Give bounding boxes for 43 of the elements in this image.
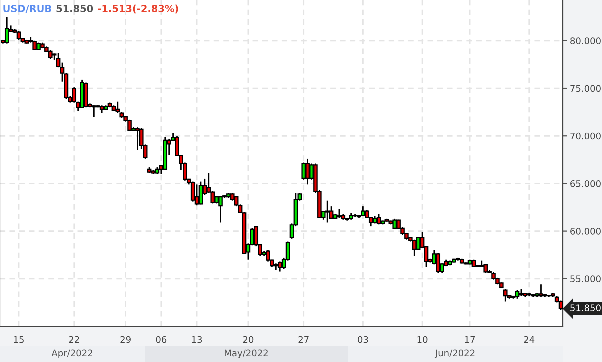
text: Jun/2022 — [434, 350, 475, 358]
x-tick-label: 22 — [69, 336, 80, 344]
y-tick-label: 55.000 — [570, 276, 601, 282]
x-tick-label: 17 — [465, 336, 475, 344]
x-tick-label: 06 — [156, 336, 167, 344]
x-tick-label: 20 — [243, 336, 254, 344]
candlestick — [4, 16, 10, 44]
candlestick — [412, 239, 417, 257]
x-tick-label: 24 — [524, 336, 535, 344]
x-tick-label: 29 — [120, 336, 131, 344]
candlestick — [198, 181, 204, 206]
candlestick — [190, 181, 196, 202]
candlestick — [128, 119, 132, 132]
annotation: 51.850 — [56, 5, 94, 12]
candlestick — [218, 195, 223, 224]
x-tick-label: 03 — [358, 336, 368, 344]
x-tick-label: 27 — [298, 336, 309, 344]
x-tick-label: 13 — [192, 336, 202, 344]
y-tick-label: 70.000 — [570, 132, 601, 140]
chart-title: USD/RUB — [4, 5, 52, 14]
candlestick — [32, 40, 37, 52]
y-tick-label: 80.000 — [570, 38, 601, 44]
candlestick — [92, 104, 96, 118]
candlestick — [136, 126, 140, 152]
annotation: -1.513(-2.83%) — [98, 4, 178, 14]
candlestick — [84, 82, 88, 108]
x-tick-label: 10 — [418, 336, 428, 344]
y-tick-label: 60.000 — [570, 228, 601, 235]
text: Apr/2022 — [52, 350, 92, 358]
text: 51.850 — [570, 304, 601, 312]
candlestick — [392, 218, 397, 230]
x-tick-label: 15 — [14, 336, 24, 344]
candlestick — [302, 162, 306, 181]
y-tick-label: 65.000 — [570, 180, 601, 188]
candlestick — [436, 252, 441, 274]
candlestick — [306, 158, 310, 186]
text: May/2022 — [225, 350, 268, 358]
y-tick-label: 75.000 — [570, 85, 601, 92]
candlestick — [116, 101, 120, 114]
candlestick — [325, 200, 330, 224]
candlestick — [194, 184, 200, 206]
candlestick — [503, 288, 508, 302]
candlestick — [539, 284, 544, 298]
